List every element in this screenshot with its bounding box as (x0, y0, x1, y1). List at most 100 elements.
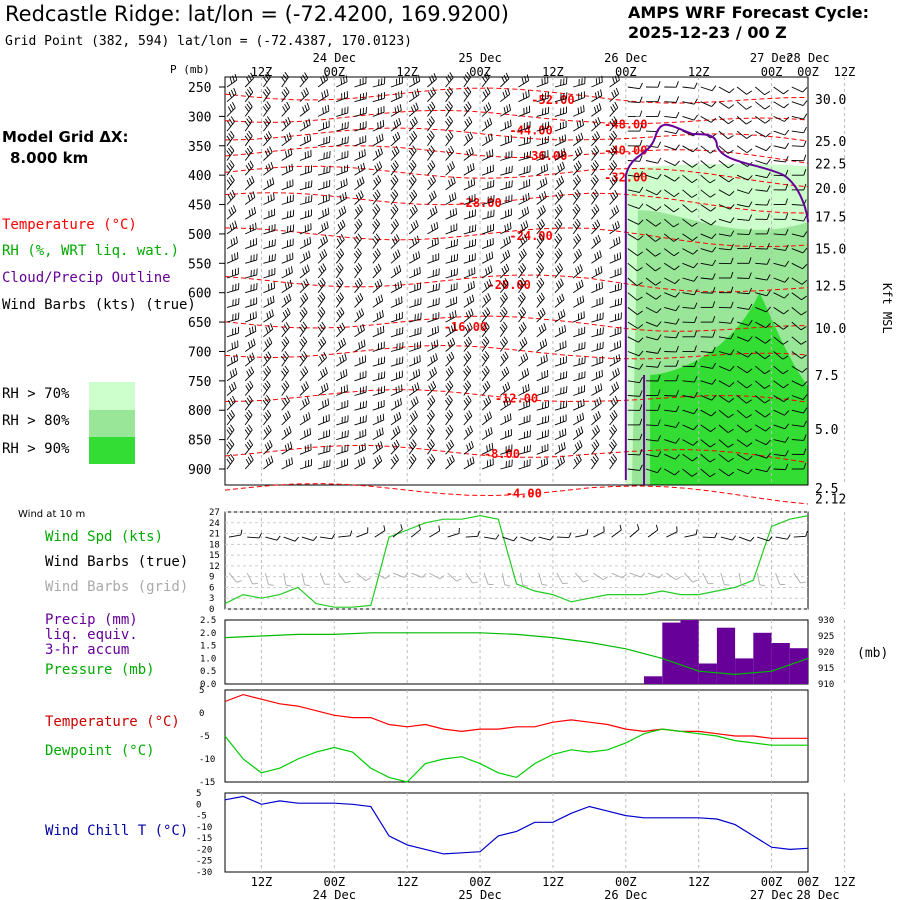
wind-barb (791, 126, 807, 134)
wind-barb (226, 160, 235, 176)
wind-barb (718, 204, 735, 210)
wind-barb (773, 244, 789, 251)
wind-barb (445, 296, 458, 308)
surface-wind-barb-grid (429, 572, 445, 580)
wind-barb (773, 183, 789, 191)
surface-wind-barb (593, 526, 605, 538)
legend-wind-chill: Wind Chill T (°C) (45, 823, 189, 839)
wind-barb (755, 185, 771, 192)
wind-barb (572, 295, 585, 308)
temperature-contour (224, 127, 809, 142)
top-day-label: 26 Dec (604, 51, 647, 65)
kft-tick-label: 12.5 (815, 280, 846, 295)
wind-barb (499, 72, 510, 88)
wind-barb (317, 263, 327, 279)
wind-barb (572, 189, 581, 205)
wind-barb (700, 116, 717, 123)
wind-barb (737, 272, 752, 279)
wind-barb (353, 248, 362, 264)
wind-barb (536, 91, 549, 103)
upper-grid: 250 300 350 400 450 500 550 600 650 700 750 800 850 9… (170, 51, 894, 507)
wind-barb (791, 215, 807, 222)
wind-barb (718, 468, 735, 477)
wind-barb (427, 205, 438, 220)
wind-barb (372, 233, 381, 249)
wind-barb (700, 85, 717, 92)
model-grid-label: Model Grid ΔX: (2, 128, 129, 146)
wind-barb (645, 204, 662, 212)
wind-barb (791, 462, 807, 470)
wind-barb (263, 177, 275, 191)
surface-wind-barb-grid (264, 572, 274, 586)
wind-barb (536, 415, 550, 426)
wind-barb (299, 195, 313, 205)
wind-barb (554, 371, 568, 382)
wind-barb (572, 279, 584, 294)
wind-barb (481, 251, 494, 264)
wind-barb (299, 292, 309, 308)
wind-barb (244, 86, 254, 102)
wind-barb (390, 370, 403, 382)
wind-barb (736, 439, 753, 447)
wind-barb (755, 227, 770, 235)
wind-barb (408, 235, 420, 249)
kft-tick-label: 30.0 (815, 93, 846, 108)
wind-barb (354, 106, 367, 117)
wind-barb (408, 130, 418, 147)
forecast-cycle-value: 2025-12-23 / 00 Z (628, 23, 787, 42)
wind-barb (409, 297, 422, 308)
wind-barb (664, 305, 680, 312)
wind-barb (736, 319, 753, 326)
wind-barb (791, 351, 807, 359)
wind-barb (791, 336, 807, 345)
wind-barb (336, 415, 349, 426)
wind-barb (445, 253, 459, 264)
wind-barb (609, 252, 622, 264)
wind-barb (646, 389, 661, 396)
wind-barb (354, 162, 366, 176)
bottom-day-label: 27 Dec (750, 888, 793, 900)
wind-barb (645, 334, 662, 341)
wind-barb (245, 238, 257, 250)
wind-barb (390, 311, 403, 323)
wind-barb (664, 204, 680, 213)
wind-barb (445, 310, 457, 323)
wind-barb (572, 440, 583, 455)
wind-barb (390, 76, 403, 88)
kft-tick-label: 22.5 (815, 157, 846, 172)
wind-barb (609, 283, 622, 294)
wind-barb (737, 214, 753, 221)
wind-barb (736, 380, 753, 389)
wind-barb (682, 302, 698, 309)
wind-barb (682, 439, 698, 446)
wind-barb (518, 90, 530, 103)
kft-axis-label: Kft MSL (880, 283, 894, 334)
wind-barb (445, 130, 454, 147)
wind-barb (336, 353, 347, 367)
wind-barb (299, 336, 308, 352)
surface-wind-barb (484, 534, 500, 540)
wind-barb (773, 142, 789, 149)
surface-wind-barb-grid (775, 572, 786, 585)
wind-barb (244, 352, 255, 367)
wind-barb (281, 410, 291, 426)
wind-barb (244, 454, 254, 470)
wind-barb (682, 424, 699, 431)
wind-barb (572, 204, 581, 220)
wind-barb (664, 292, 680, 298)
wind-barb (499, 263, 510, 279)
wind-barb (408, 74, 421, 88)
legend-wind-speed: Wind Spd (kts) (45, 529, 164, 545)
temp-tick-label: -15 (199, 778, 215, 788)
pressure-tick-label: 250 (188, 81, 211, 96)
wind-barb (700, 395, 717, 401)
wind-barb (444, 395, 453, 411)
wind-barb (500, 194, 513, 205)
wind-barb (518, 136, 531, 147)
wind-barb (736, 174, 753, 181)
wind-barb (408, 410, 418, 426)
wind-barb (427, 297, 440, 308)
wind-barb (645, 419, 661, 426)
wind-barb (518, 262, 527, 279)
wind-barb (536, 135, 549, 147)
